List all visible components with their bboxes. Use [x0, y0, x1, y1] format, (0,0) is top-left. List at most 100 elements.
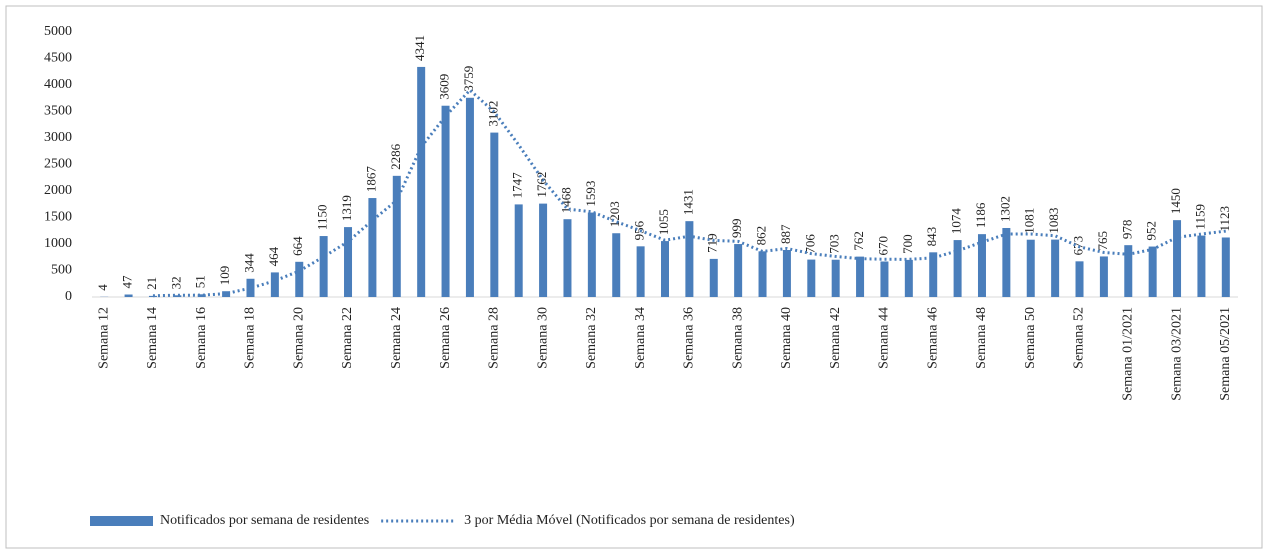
data-label: 3609	[437, 74, 452, 100]
bar	[392, 175, 401, 297]
bar	[587, 212, 596, 297]
data-label: 32	[168, 276, 183, 289]
data-label: 1074	[949, 208, 964, 235]
x-tick-label: Semana 03/2021	[1169, 307, 1184, 401]
x-tick-label: Semana 24	[389, 307, 404, 369]
bar	[1173, 220, 1182, 297]
bar	[344, 227, 353, 297]
data-label: 109	[217, 266, 232, 286]
bar	[563, 219, 572, 297]
bar	[1124, 245, 1133, 297]
x-tick-label: Semana 40	[779, 307, 794, 369]
data-label: 1083	[1046, 208, 1061, 234]
y-tick-label: 3000	[44, 130, 72, 145]
data-label: 952	[1144, 221, 1159, 241]
data-label: 1203	[607, 201, 622, 227]
data-label: 664	[290, 236, 305, 256]
data-label: 4	[95, 284, 110, 291]
x-tick-label: Semana 28	[487, 307, 502, 369]
bar	[880, 261, 889, 297]
y-tick-label: 1000	[44, 236, 72, 251]
data-label: 3759	[461, 66, 476, 92]
x-tick-label: Semana 48	[974, 307, 989, 369]
bar	[1148, 246, 1157, 297]
bar	[490, 132, 499, 297]
bar	[636, 246, 645, 297]
bar	[197, 294, 206, 297]
x-tick-label: Semana 50	[1023, 307, 1038, 369]
bar	[295, 261, 304, 297]
bar	[734, 244, 743, 297]
data-label: 1450	[1168, 188, 1183, 214]
bar	[1026, 239, 1035, 297]
bar	[417, 66, 426, 297]
x-tick-label: Semana 26	[438, 307, 453, 369]
data-label: 51	[193, 275, 208, 288]
bar	[807, 259, 816, 297]
x-tick-label: Semana 32	[584, 307, 599, 369]
data-label: 464	[266, 246, 281, 266]
data-label: 703	[827, 234, 842, 254]
data-label: 956	[632, 220, 647, 240]
bar	[173, 295, 182, 297]
y-tick-label: 3500	[44, 104, 72, 119]
y-tick-label: 1500	[44, 210, 72, 225]
bar	[1002, 227, 1011, 297]
data-label: 1055	[656, 209, 671, 235]
bar	[319, 236, 328, 297]
bar	[612, 233, 621, 297]
bar	[782, 249, 791, 297]
x-tick-label: Semana 18	[243, 307, 258, 369]
data-label: 887	[778, 224, 793, 244]
bar	[539, 203, 548, 297]
bar	[1075, 261, 1084, 297]
data-label: 999	[729, 219, 744, 239]
data-label: 1159	[1192, 204, 1207, 230]
data-label: 2286	[388, 143, 403, 170]
bar	[368, 198, 377, 297]
data-label: 1319	[339, 195, 354, 221]
x-tick-label: Semana 20	[291, 307, 306, 369]
x-tick-label: Semana 05/2021	[1218, 307, 1233, 401]
data-label: 1762	[534, 172, 549, 198]
x-tick-label: Semana 46	[925, 307, 940, 369]
x-tick-label: Semana 22	[340, 307, 355, 369]
x-tick-label: Semana 44	[877, 307, 892, 369]
bar	[856, 256, 865, 297]
x-tick-label: Semana 16	[194, 307, 209, 369]
legend-label: 3 por Média Móvel (Notificados por seman…	[464, 513, 795, 528]
y-tick-label: 5000	[44, 24, 72, 39]
bar	[222, 291, 231, 297]
bar	[270, 272, 279, 297]
x-tick-label: Semana 34	[633, 307, 648, 369]
data-label: 4341	[412, 35, 427, 61]
data-label: 765	[1095, 231, 1110, 251]
data-label: 1186	[973, 202, 988, 228]
x-tick-label: Semana 42	[828, 307, 843, 369]
bar	[246, 278, 255, 297]
legend-label: Notificados por semana de residentes	[160, 513, 369, 528]
data-label: 1747	[510, 172, 525, 199]
data-label: 3102	[485, 101, 500, 127]
data-label: 1431	[680, 189, 695, 215]
data-label: 673	[1070, 236, 1085, 256]
data-label: 670	[875, 236, 890, 256]
data-label: 47	[120, 275, 135, 289]
bar	[148, 295, 157, 297]
legend-swatch	[90, 516, 153, 526]
data-label: 1150	[315, 205, 330, 231]
bar	[709, 258, 718, 297]
bar	[904, 259, 913, 297]
y-tick-label: 4000	[44, 77, 72, 92]
data-label: 1468	[558, 187, 573, 213]
bar	[758, 251, 767, 297]
bar	[514, 204, 523, 297]
x-tick-label: Semana 12	[96, 307, 111, 369]
y-tick-label: 500	[51, 263, 72, 278]
data-label: 21	[144, 277, 159, 290]
data-label: 344	[241, 253, 256, 273]
data-label: 843	[924, 227, 939, 247]
bar	[465, 97, 474, 297]
x-tick-label: Semana 14	[145, 307, 160, 369]
